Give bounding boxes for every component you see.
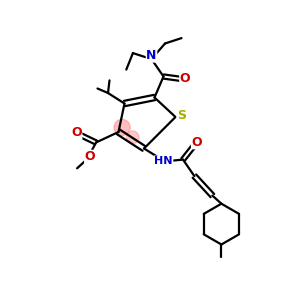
Text: O: O [85,150,95,164]
Text: S: S [177,109,186,122]
Circle shape [127,131,139,144]
Text: HN: HN [154,156,173,166]
Text: O: O [191,136,202,149]
Circle shape [114,119,130,136]
Text: O: O [71,126,82,139]
Text: O: O [180,72,190,86]
Text: N: N [146,49,157,62]
